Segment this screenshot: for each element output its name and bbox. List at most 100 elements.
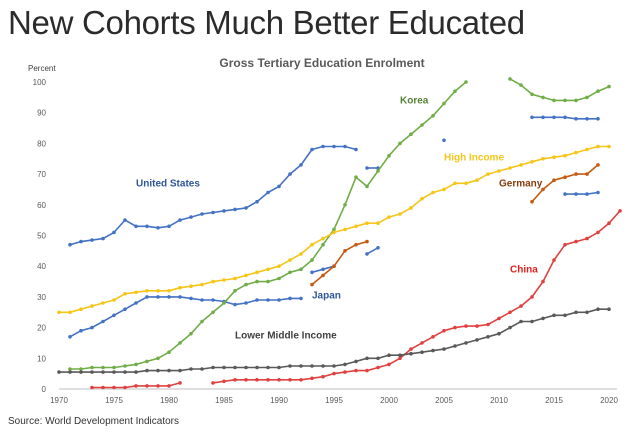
data-point — [332, 227, 336, 232]
data-point — [321, 273, 325, 278]
data-point — [519, 163, 523, 167]
series-line-china-segment — [212, 210, 621, 384]
data-point — [420, 123, 424, 127]
data-point — [541, 95, 545, 100]
data-point — [343, 370, 347, 374]
series-china — [90, 381, 182, 390]
data-point — [585, 95, 589, 100]
data-point — [365, 356, 369, 361]
series-line-japan-segment-2 — [366, 247, 379, 255]
y-tick-label: 30 — [37, 293, 46, 302]
data-point — [321, 364, 325, 368]
data-point — [552, 258, 556, 262]
y-tick-label: 80 — [37, 139, 46, 148]
data-point — [200, 282, 204, 287]
data-point — [541, 157, 545, 161]
data-point — [486, 322, 490, 327]
data-point — [585, 236, 589, 241]
data-point — [607, 221, 611, 225]
series-japan-recent — [563, 190, 600, 196]
data-point — [200, 319, 204, 324]
data-point — [398, 356, 402, 361]
data-point — [310, 376, 314, 381]
data-point — [365, 368, 369, 373]
data-point — [134, 384, 138, 388]
data-point — [90, 325, 94, 330]
data-point — [79, 370, 83, 374]
data-point — [277, 276, 281, 281]
data-point — [519, 319, 523, 324]
series-lower-middle-income — [57, 307, 611, 374]
series-label: Japan — [312, 290, 341, 301]
data-point — [563, 175, 567, 179]
data-point — [552, 155, 556, 159]
data-point — [574, 150, 578, 155]
data-point — [277, 298, 281, 302]
data-point — [541, 115, 545, 120]
data-point — [222, 278, 226, 282]
data-point — [68, 367, 72, 371]
data-point — [90, 365, 94, 370]
data-point — [123, 292, 127, 296]
data-point — [167, 224, 171, 229]
data-point — [112, 313, 116, 318]
data-point — [145, 295, 149, 299]
data-point — [442, 101, 446, 106]
data-point — [453, 181, 457, 186]
data-point — [552, 98, 556, 103]
data-point — [321, 374, 325, 379]
y-tick-label: 100 — [33, 78, 47, 87]
data-point — [387, 215, 391, 219]
data-point — [134, 370, 138, 374]
x-tick-label: 2015 — [545, 396, 563, 405]
data-point — [266, 190, 270, 195]
data-point — [585, 117, 589, 121]
data-point — [101, 385, 105, 390]
y-tick-label: 90 — [37, 109, 46, 118]
data-point — [288, 270, 292, 275]
data-point — [607, 307, 611, 312]
data-point — [233, 207, 237, 212]
data-point — [552, 178, 556, 182]
data-point — [563, 192, 567, 196]
data-point — [354, 175, 358, 179]
data-point — [508, 325, 512, 330]
data-point — [134, 224, 138, 229]
data-point — [596, 144, 600, 149]
data-point — [288, 364, 292, 368]
data-point — [343, 249, 347, 253]
data-point — [156, 295, 160, 299]
data-point — [464, 80, 468, 84]
data-point — [101, 236, 105, 241]
x-tick-label: 2005 — [435, 396, 453, 405]
data-point — [156, 384, 160, 388]
data-point — [321, 236, 325, 241]
data-point — [530, 115, 534, 120]
series-line-korea — [70, 81, 467, 370]
data-point — [156, 226, 160, 230]
data-point — [167, 350, 171, 355]
data-point — [266, 279, 270, 284]
data-point — [354, 147, 358, 152]
data-point — [266, 365, 270, 370]
data-point — [277, 184, 281, 189]
data-point — [189, 215, 193, 219]
data-point — [332, 144, 336, 149]
data-point — [178, 285, 182, 290]
data-point — [563, 153, 567, 158]
data-point — [354, 359, 358, 364]
data-point — [233, 365, 237, 370]
data-point — [266, 267, 270, 272]
data-point — [574, 98, 578, 103]
series-japan — [68, 295, 303, 339]
y-tick-label: 10 — [37, 354, 46, 363]
series-label: High Income — [444, 152, 504, 163]
data-point — [101, 301, 105, 305]
data-point — [79, 328, 83, 333]
series-line-united-states — [69, 145, 357, 246]
series-united-states-late — [442, 138, 446, 143]
data-point — [354, 368, 358, 373]
data-point — [409, 206, 413, 210]
data-point — [618, 209, 622, 213]
data-point — [123, 385, 127, 390]
